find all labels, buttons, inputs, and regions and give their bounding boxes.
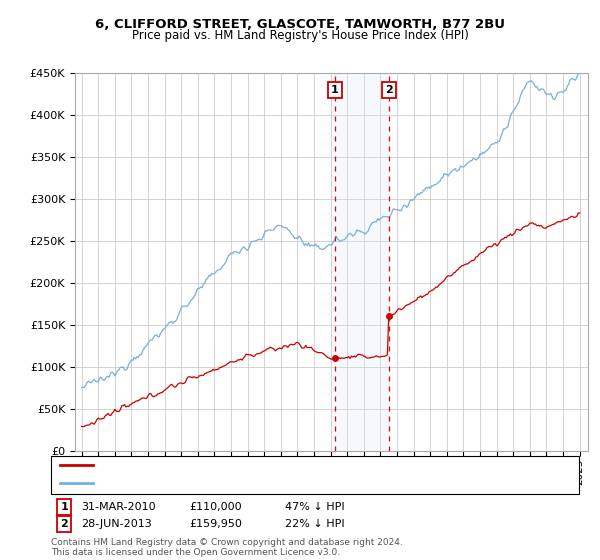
Text: £159,950: £159,950 <box>189 519 242 529</box>
Text: 47% ↓ HPI: 47% ↓ HPI <box>285 502 344 512</box>
Text: 6, CLIFFORD STREET, GLASCOTE, TAMWORTH, B77 2BU (detached house): 6, CLIFFORD STREET, GLASCOTE, TAMWORTH, … <box>99 460 482 470</box>
Text: 31-MAR-2010: 31-MAR-2010 <box>81 502 155 512</box>
Text: 1: 1 <box>61 502 68 512</box>
Text: 6, CLIFFORD STREET, GLASCOTE, TAMWORTH, B77 2BU: 6, CLIFFORD STREET, GLASCOTE, TAMWORTH, … <box>95 18 505 31</box>
Text: 2: 2 <box>61 519 68 529</box>
Text: HPI: Average price, detached house, Tamworth: HPI: Average price, detached house, Tamw… <box>99 478 343 488</box>
Text: £110,000: £110,000 <box>189 502 242 512</box>
Text: Contains HM Land Registry data © Crown copyright and database right 2024.
This d: Contains HM Land Registry data © Crown c… <box>51 538 403 557</box>
Text: Price paid vs. HM Land Registry's House Price Index (HPI): Price paid vs. HM Land Registry's House … <box>131 29 469 42</box>
Bar <box>335 73 389 451</box>
Text: 22% ↓ HPI: 22% ↓ HPI <box>285 519 344 529</box>
Text: 28-JUN-2013: 28-JUN-2013 <box>81 519 152 529</box>
Text: 1: 1 <box>331 85 338 95</box>
Text: 2: 2 <box>385 85 392 95</box>
